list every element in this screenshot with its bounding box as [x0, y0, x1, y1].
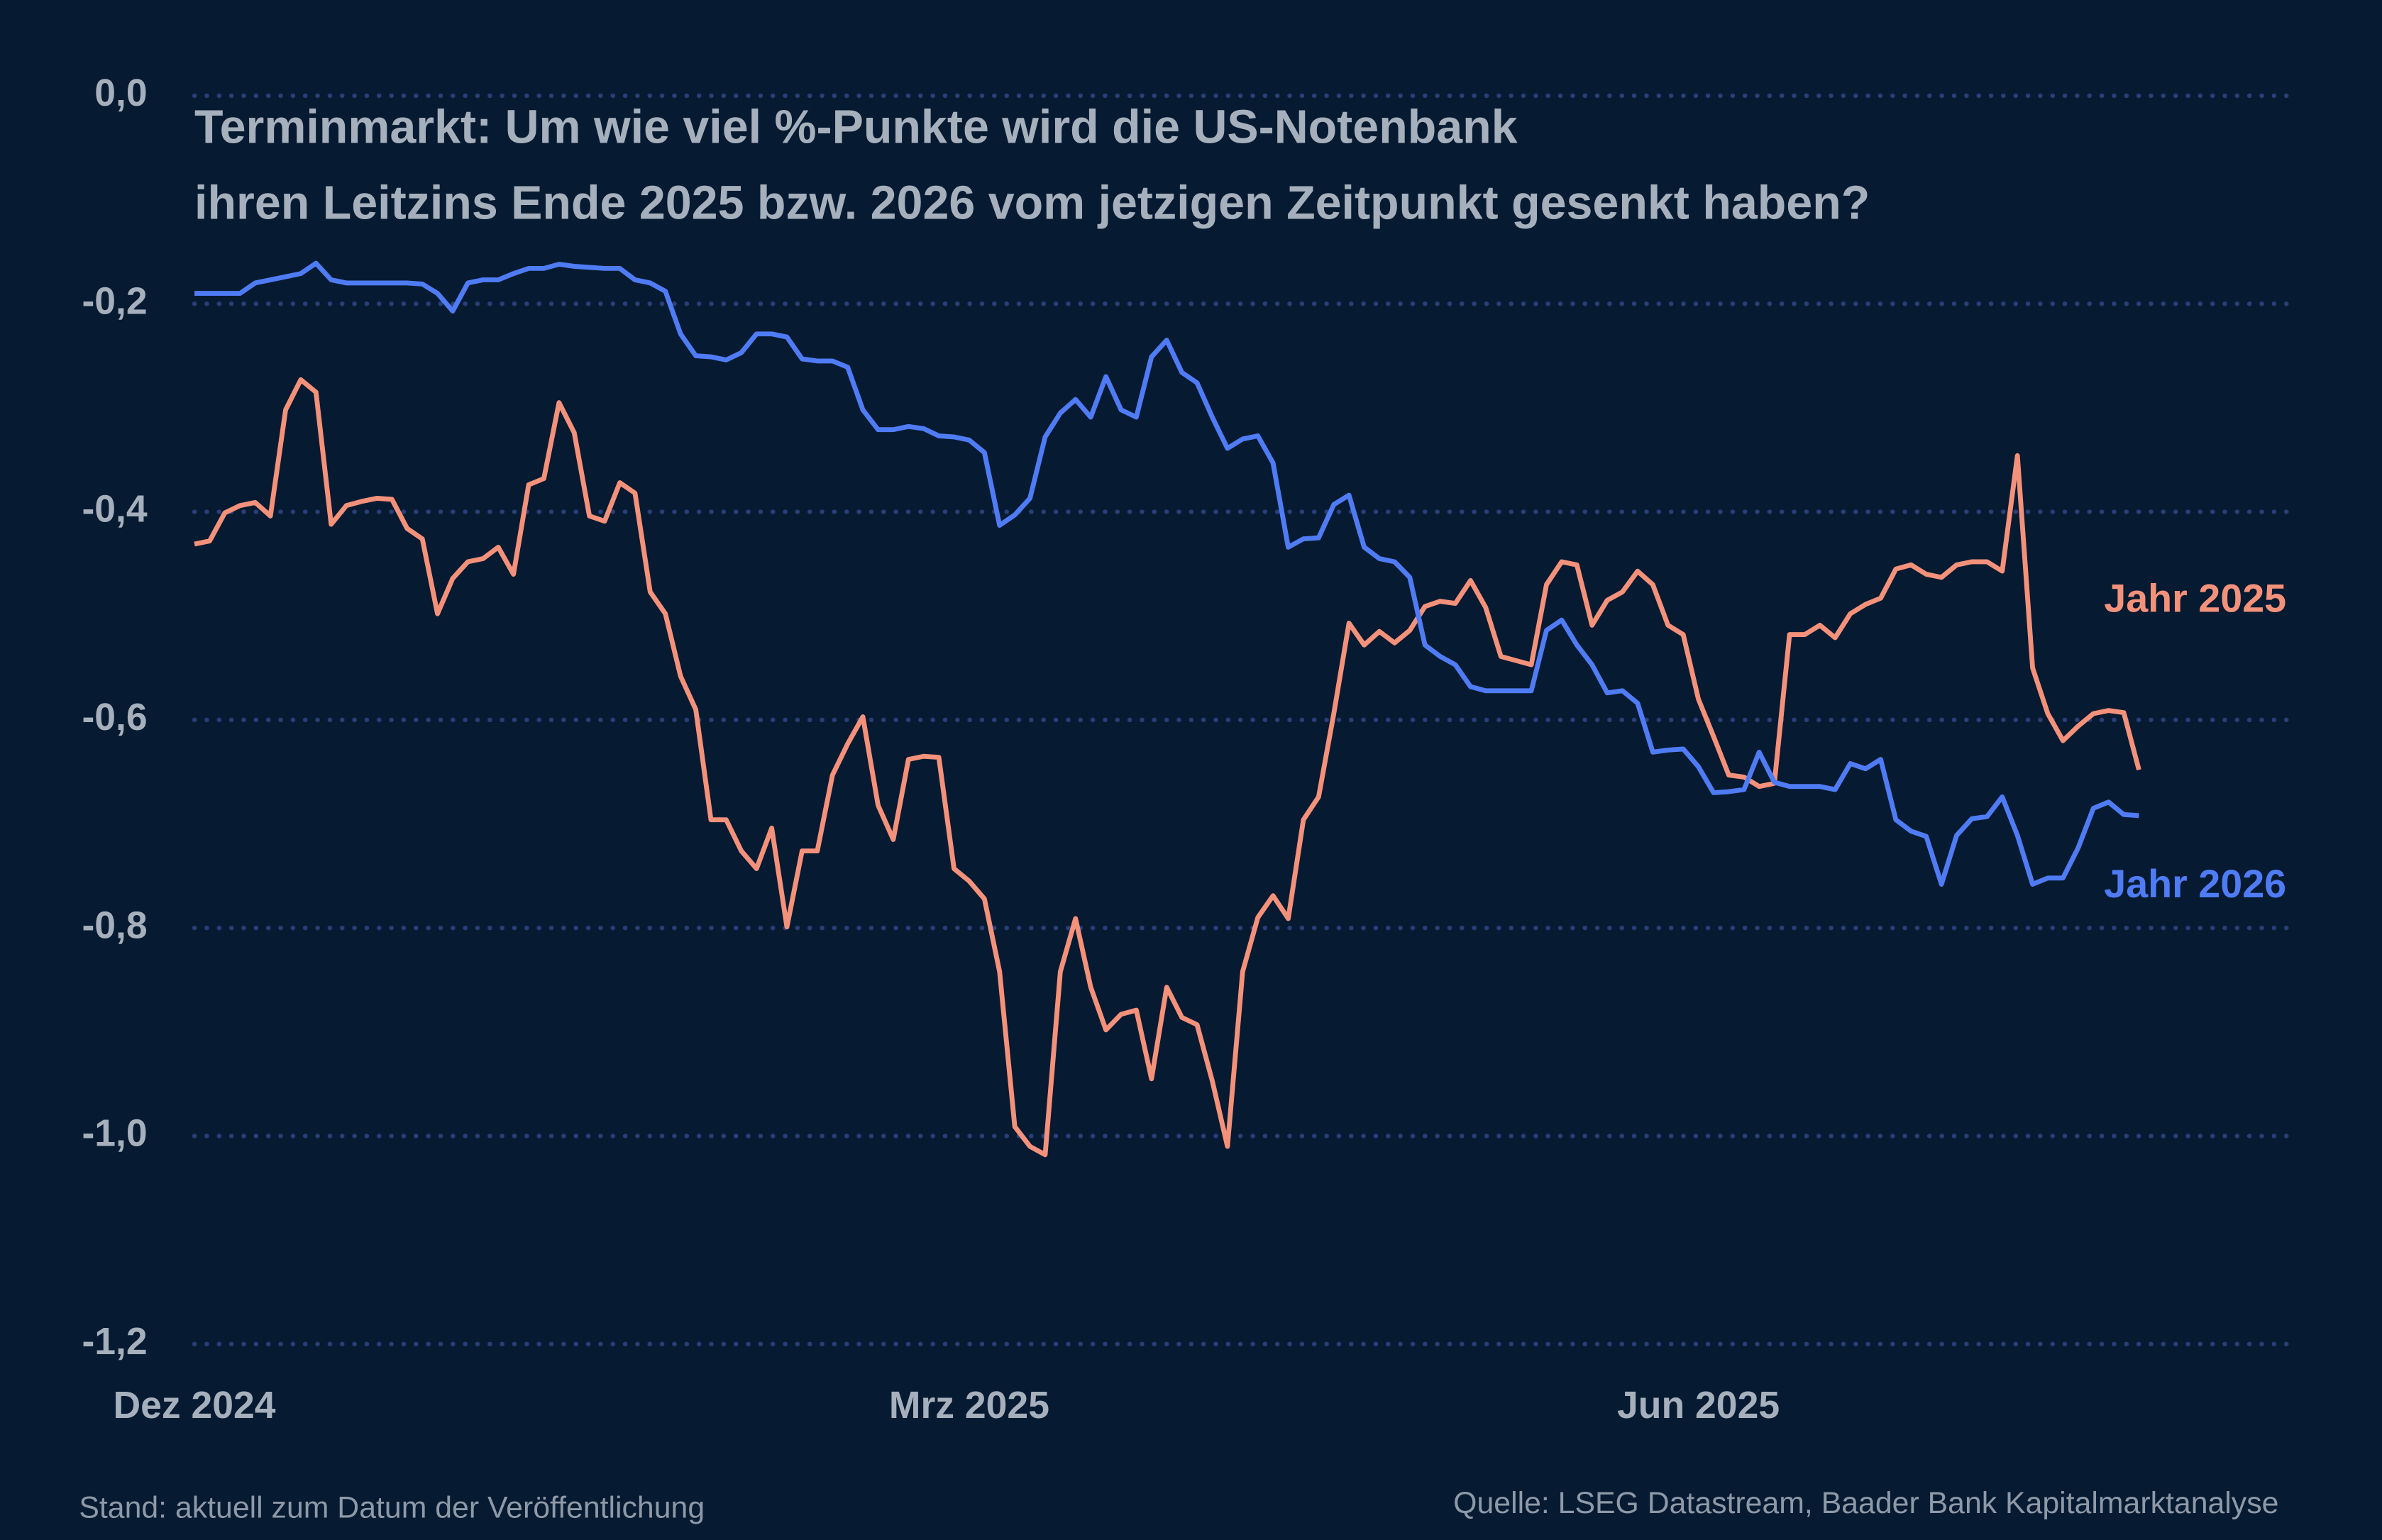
line [194, 377, 2141, 1158]
y-tick-label: -1,2 [82, 1321, 147, 1363]
y-tick-label: 0,0 [94, 72, 147, 114]
series-label: Jahr 2026 [2104, 862, 2286, 906]
x-tick-label: Mrz 2025 [889, 1385, 1049, 1427]
y-tick-label: -0,6 [82, 697, 147, 738]
x-tick-label: Jun 2025 [1617, 1385, 1780, 1427]
note: Stand: aktuell zum Datum der Veröffentli… [79, 1490, 705, 1524]
chart-title: ihren Leitzins Ende 2025 bzw. 2026 vom j… [194, 177, 1870, 230]
y-tick-label: -0,4 [82, 489, 147, 531]
series-label: Jahr 2025 [2104, 577, 2286, 621]
source: Quelle: LSEG Datastream, Baader Bank Kap… [1453, 1486, 2278, 1520]
y-tick-label: -1,0 [82, 1113, 147, 1155]
y-tick-label: -0,2 [82, 280, 147, 322]
chart-title: Terminmarkt: Um wie viel %-Punkte wird d… [194, 101, 1518, 154]
line [194, 260, 2139, 887]
y-tick-label: -0,8 [82, 904, 147, 946]
x-tick-label: Dez 2024 [113, 1385, 275, 1427]
